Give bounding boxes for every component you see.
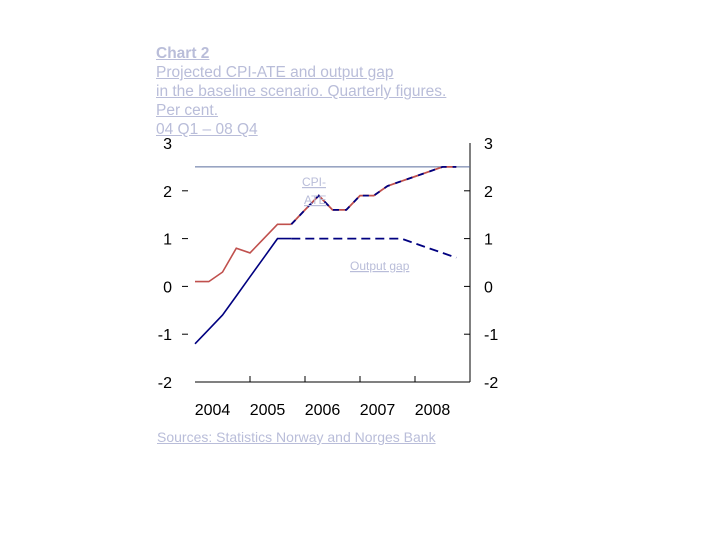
- annotation-cpi-ate-2: ATE: [304, 193, 326, 207]
- x-tick-label: 2006: [305, 402, 341, 419]
- y-tick-label-left: 2: [163, 184, 172, 201]
- y-tick-label-right: 3: [484, 136, 493, 153]
- x-tick-label: 2004: [195, 402, 231, 419]
- y-tick-label-right: 1: [484, 232, 493, 249]
- y-tick-label-left: 0: [163, 279, 172, 296]
- chart-axes: 3 3 2 2 1 1 0 0 -1 -1 -2 -2 2004 2005 2006 2007 2008: [158, 136, 499, 419]
- annotation-output-gap: Output gap: [350, 259, 410, 273]
- chart-series: [194, 165, 470, 345]
- title-line-3: Per cent.: [156, 102, 219, 119]
- series-cpi-ate-projection-dash: [290, 165, 457, 225]
- series-cpi-ate-history: [195, 223, 292, 283]
- y-tick-label-left: 1: [163, 232, 172, 249]
- x-tick-label: 2008: [415, 402, 451, 419]
- y-tick-label-right: -2: [484, 375, 498, 392]
- x-tick-label: 2005: [250, 402, 286, 419]
- annotation-cpi-ate: CPI-: [302, 175, 326, 189]
- title-line-2: in the baseline scenario. Quarterly figu…: [156, 83, 447, 100]
- y-tick-label-left: 3: [163, 136, 172, 153]
- x-tick-label: 2007: [360, 402, 396, 419]
- title-line-1: Projected CPI-ATE and output gap: [156, 64, 394, 81]
- y-tick-label-left: -1: [158, 327, 172, 344]
- source-note: Sources: Statistics Norway and Norges Ba…: [157, 429, 436, 445]
- y-tick-label-right: 2: [484, 184, 493, 201]
- chart-number: Chart 2: [156, 45, 210, 62]
- y-tick-label-right: 0: [484, 279, 493, 296]
- series-output-gap-history: [194, 237, 292, 345]
- y-tick-label-left: -2: [158, 375, 172, 392]
- series-output-gap-projection: [291, 237, 457, 259]
- title-line-4: 04 Q1 – 08 Q4: [156, 121, 258, 138]
- y-tick-label-right: -1: [484, 327, 498, 344]
- chart-title: Chart 2 Projected CPI-ATE and output gap…: [156, 44, 516, 139]
